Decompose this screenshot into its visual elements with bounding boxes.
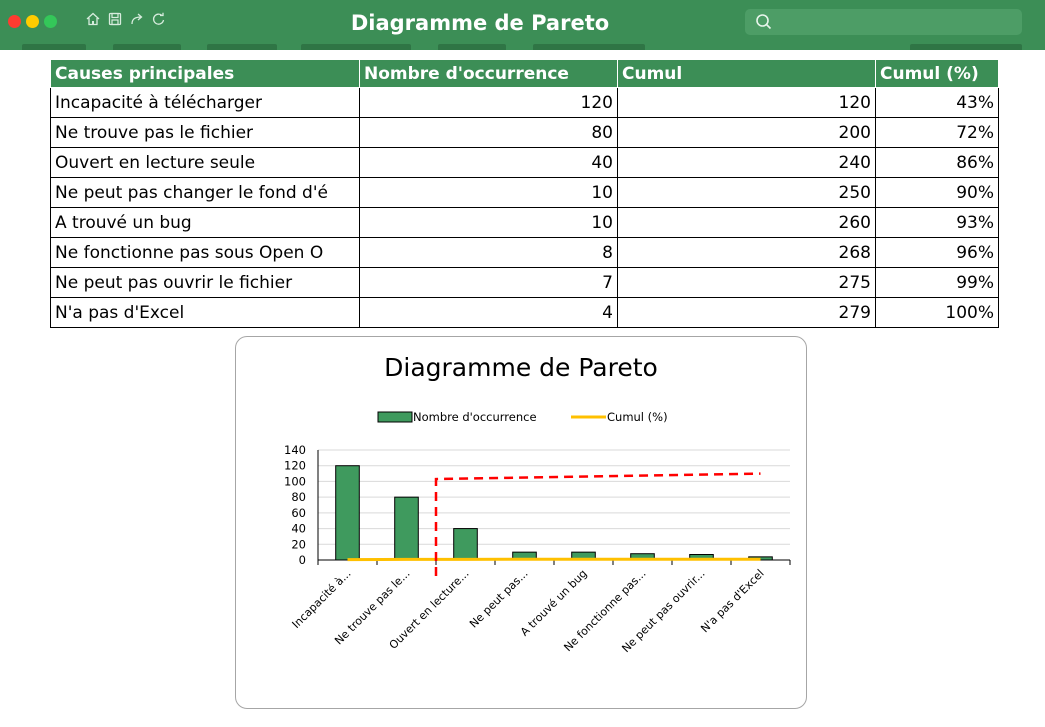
- value-cell[interactable]: 120: [359, 87, 618, 118]
- table-row: Ne trouve pas le fichier 80 200 72%: [50, 117, 999, 148]
- value-cell[interactable]: 99%: [875, 267, 999, 298]
- table-row: Ouvert en lecture seule 40 240 86%: [50, 147, 999, 178]
- value-cell[interactable]: 120: [617, 87, 876, 118]
- cause-cell[interactable]: Ne trouve pas le fichier: [50, 117, 360, 148]
- y-tick-label: 40: [291, 522, 306, 536]
- header-cell[interactable]: Causes principales: [50, 59, 360, 88]
- cause-cell[interactable]: Incapacité à télécharger: [50, 87, 360, 118]
- redo-icon[interactable]: [128, 11, 146, 31]
- cause-cell[interactable]: Ouvert en lecture seule: [50, 147, 360, 178]
- ribbon-tab[interactable]: [533, 44, 645, 50]
- zoom-window-button[interactable]: [44, 15, 57, 28]
- ribbon-tab-strip: [0, 44, 1045, 50]
- refresh-icon[interactable]: [150, 11, 168, 31]
- cause-cell[interactable]: N'a pas d'Excel: [50, 297, 360, 328]
- table-row: N'a pas d'Excel 4 279 100%: [50, 297, 999, 328]
- ribbon-tab[interactable]: [22, 44, 86, 50]
- y-tick-label: 120: [284, 459, 306, 473]
- value-cell[interactable]: 80: [359, 117, 618, 148]
- table-row: Incapacité à télécharger 120 120 43%: [50, 87, 999, 118]
- table-header-row: Causes principales Nombre d'occurrence C…: [50, 59, 999, 88]
- value-cell[interactable]: 4: [359, 297, 618, 328]
- legend-label-line: Cumul (%): [607, 410, 668, 424]
- header-cell[interactable]: Nombre d'occurrence: [359, 59, 618, 88]
- ribbon-tab[interactable]: [910, 44, 1022, 50]
- cause-cell[interactable]: Ne peut pas ouvrir le fichier: [50, 267, 360, 298]
- bar: [394, 496, 419, 561]
- value-cell[interactable]: 260: [617, 207, 876, 238]
- legend-label-bars: Nombre d'occurrence: [413, 410, 537, 424]
- y-tick-label: 60: [291, 506, 306, 520]
- cause-cell[interactable]: Ne peut pas changer le fond d'é: [50, 177, 360, 208]
- x-category-label: Ne peut pas...: [467, 567, 531, 631]
- y-tick-label: 80: [291, 490, 306, 504]
- cutoff-dashed-line: [434, 472, 761, 576]
- value-cell[interactable]: 10: [359, 207, 618, 238]
- value-cell[interactable]: 43%: [875, 87, 999, 118]
- ribbon-tab[interactable]: [207, 44, 277, 50]
- close-window-button[interactable]: [8, 15, 21, 28]
- y-tick-label: 0: [299, 553, 306, 567]
- ribbon-tab[interactable]: [301, 44, 411, 50]
- save-icon[interactable]: [106, 11, 124, 31]
- table-row: Ne peut pas ouvrir le fichier 7 275 99%: [50, 267, 999, 298]
- value-cell[interactable]: 93%: [875, 207, 999, 238]
- bar: [453, 528, 478, 561]
- chart-title: Diagramme de Pareto: [384, 353, 658, 382]
- pareto-table: Causes principales Nombre d'occurrence C…: [50, 59, 999, 328]
- value-cell[interactable]: 90%: [875, 177, 999, 208]
- value-cell[interactable]: 7: [359, 267, 618, 298]
- x-category-label: N'a pas d'Excel: [698, 567, 766, 635]
- cause-cell[interactable]: A trouvé un bug: [50, 207, 360, 238]
- table-row: A trouvé un bug 10 260 93%: [50, 207, 999, 238]
- ribbon-tab[interactable]: [113, 44, 181, 50]
- value-cell[interactable]: 86%: [875, 147, 999, 178]
- cause-cell[interactable]: Ne fonctionne pas sous Open O: [50, 237, 360, 268]
- value-cell[interactable]: 279: [617, 297, 876, 328]
- y-tick-label: 100: [284, 474, 306, 488]
- x-category-label: Incapacité à...: [290, 567, 354, 631]
- search-icon: [756, 14, 772, 30]
- value-cell[interactable]: 275: [617, 267, 876, 298]
- table-row: Ne fonctionne pas sous Open O 8 268 96%: [50, 237, 999, 268]
- home-icon[interactable]: [84, 11, 102, 31]
- value-cell[interactable]: 100%: [875, 297, 999, 328]
- value-cell[interactable]: 240: [617, 147, 876, 178]
- minimize-window-button[interactable]: [26, 15, 39, 28]
- pareto-chart[interactable]: Diagramme de Pareto Nombre d'occurrence C…: [235, 336, 807, 709]
- search-box[interactable]: [745, 9, 1022, 35]
- value-cell[interactable]: 10: [359, 177, 618, 208]
- value-cell[interactable]: 200: [617, 117, 876, 148]
- value-cell[interactable]: 8: [359, 237, 618, 268]
- title-bar: Diagramme de Pareto: [0, 0, 1045, 48]
- bar: [335, 465, 360, 561]
- value-cell[interactable]: 96%: [875, 237, 999, 268]
- window-title: Diagramme de Pareto: [350, 11, 610, 35]
- table-row: Ne peut pas changer le fond d'é 10 250 90%: [50, 177, 999, 208]
- value-cell[interactable]: 268: [617, 237, 876, 268]
- ribbon-tab[interactable]: [438, 44, 506, 50]
- value-cell[interactable]: 250: [617, 177, 876, 208]
- header-cell[interactable]: Cumul: [617, 59, 876, 88]
- y-tick-label: 140: [284, 443, 306, 457]
- y-tick-label: 20: [291, 537, 306, 551]
- header-cell[interactable]: Cumul (%): [875, 59, 999, 88]
- value-cell[interactable]: 40: [359, 147, 618, 178]
- legend-bar-swatch: [377, 411, 413, 423]
- value-cell[interactable]: 72%: [875, 117, 999, 148]
